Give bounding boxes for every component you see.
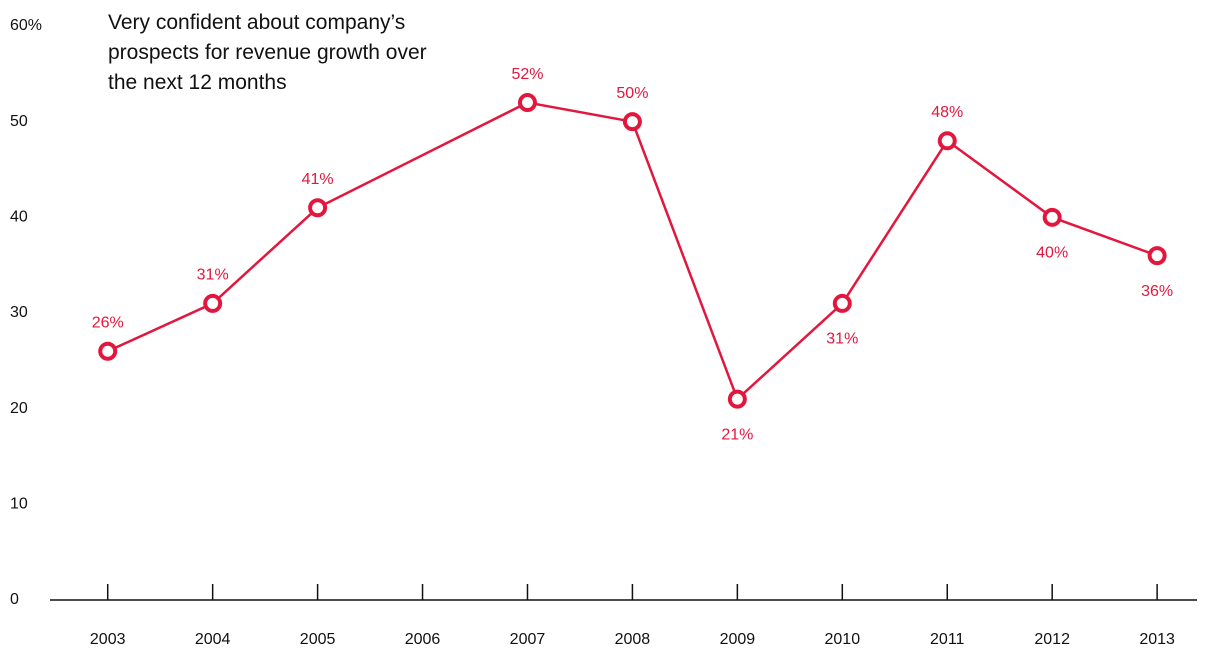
data-label: 48% <box>931 104 963 121</box>
point <box>622 112 642 132</box>
x-tick-label: 2005 <box>300 631 336 648</box>
x-tick-label: 2004 <box>195 631 231 648</box>
point <box>1147 246 1167 266</box>
data-label: 52% <box>511 66 543 83</box>
x-tick-label: 2007 <box>510 631 546 648</box>
y-tick-label: 20 <box>10 400 28 417</box>
data-label: 31% <box>826 331 858 348</box>
point <box>203 293 223 313</box>
x-tick-label: 2012 <box>1034 631 1070 648</box>
point <box>937 131 957 151</box>
data-label: 21% <box>721 426 753 443</box>
x-tick-label: 2006 <box>405 631 441 648</box>
data-label: 26% <box>92 314 124 331</box>
x-tick-label: 2008 <box>615 631 651 648</box>
y-tick-label: 40 <box>10 209 28 226</box>
chart-title: Very confident about company’s prospects… <box>108 11 427 94</box>
point <box>308 198 328 218</box>
y-tick-label: 10 <box>10 496 28 513</box>
y-tick-label: 0 <box>10 591 19 608</box>
x-tick-label: 2013 <box>1139 631 1175 648</box>
x-tick-label: 2010 <box>825 631 861 648</box>
data-label: 31% <box>197 267 229 284</box>
series-line <box>107 101 1158 402</box>
x-tick-label: 2003 <box>90 631 126 648</box>
y-tick-label: 30 <box>10 304 28 321</box>
point <box>727 389 747 409</box>
y-tick-label: 60% <box>10 17 42 34</box>
x-tick-label: 2011 <box>930 631 965 648</box>
y-tick-label: 50 <box>10 113 28 130</box>
data-label: 41% <box>302 171 334 188</box>
data-label: 50% <box>616 85 648 102</box>
point <box>1042 207 1062 227</box>
point <box>98 341 118 361</box>
x-tick-label: 2009 <box>720 631 756 648</box>
data-label: 40% <box>1036 245 1068 262</box>
point <box>832 293 852 313</box>
data-label: 36% <box>1141 283 1173 300</box>
point <box>517 93 537 113</box>
